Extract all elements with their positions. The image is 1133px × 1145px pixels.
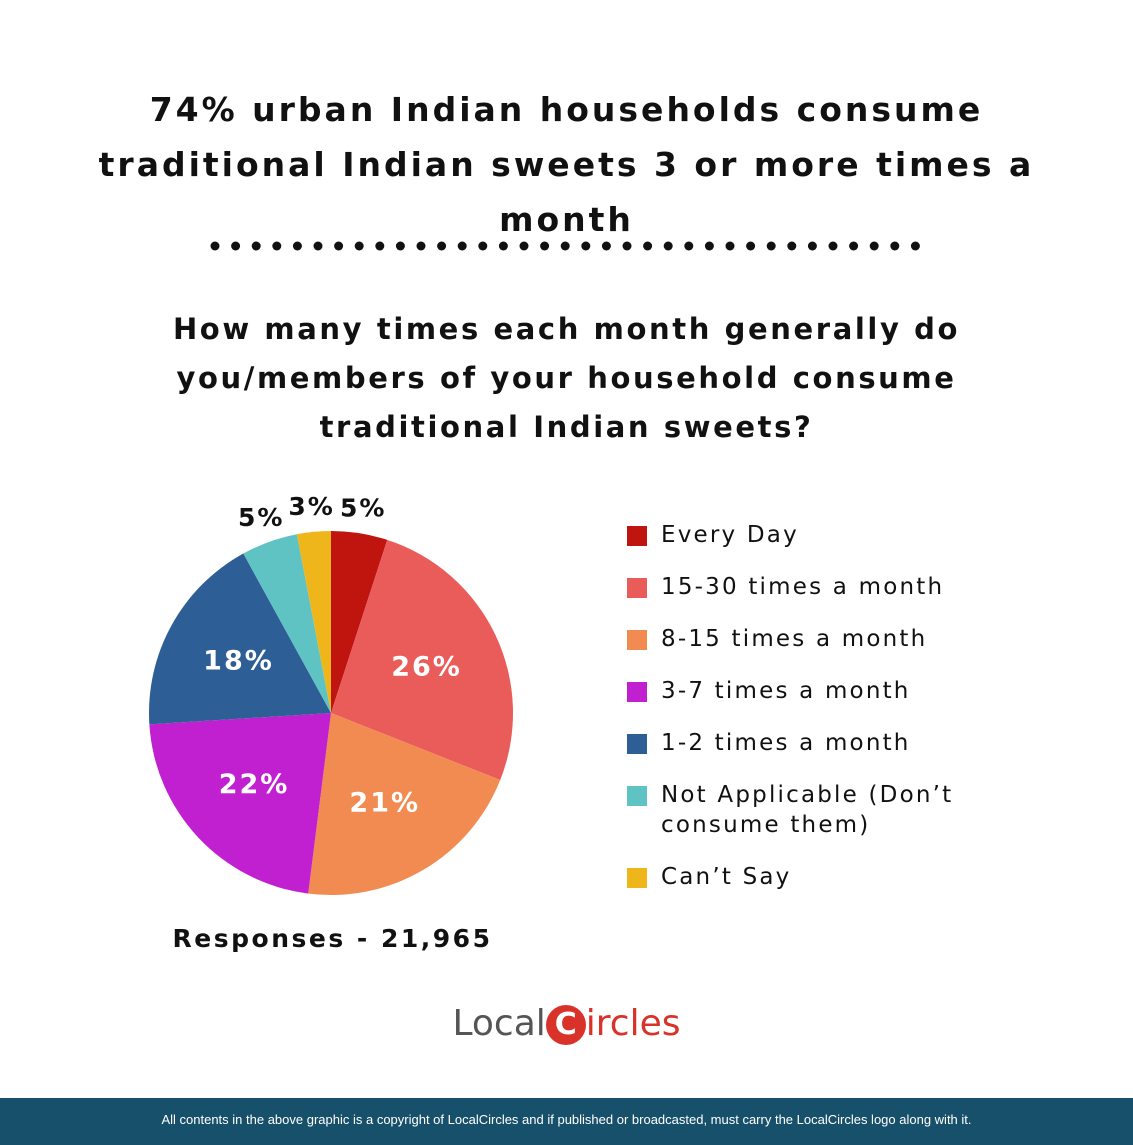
data-label: 21% [349, 787, 420, 818]
legend-swatch [627, 682, 647, 702]
divider-dot [684, 241, 694, 251]
divider-dot [498, 241, 508, 251]
divider-dot [437, 241, 447, 251]
pie-slice [243, 534, 331, 713]
divider-dot [231, 241, 241, 251]
divider-dot [581, 241, 591, 251]
divider-dot [622, 241, 632, 251]
divider-dot [272, 241, 282, 251]
data-label: 5% [340, 494, 386, 523]
legend: Every Day 15-30 times a month 8-15 times a… [627, 520, 1007, 914]
legend-item: 3-7 times a month [627, 676, 1007, 706]
pie-slice [331, 531, 388, 713]
title: 74% urban Indian households consume trad… [98, 90, 1035, 239]
divider-dot [869, 241, 879, 251]
pie-slice [331, 539, 514, 780]
legend-item: 1-2 times a month [627, 728, 1007, 758]
subtitle: How many times each month generally do y… [172, 312, 961, 444]
pie-chart: 5% 26% 21% 22% 18% 5% 3% [149, 492, 514, 895]
legend-item: Every Day [627, 520, 1007, 550]
divider-dot [416, 241, 426, 251]
legend-swatch [627, 578, 647, 598]
footer: All contents in the above graphic is a c… [0, 1098, 1133, 1145]
divider-dot [354, 241, 364, 251]
divider-dot [787, 241, 797, 251]
responses-note: Responses - 21,965 [172, 924, 493, 953]
legend-swatch [627, 786, 647, 806]
divider-dot [704, 241, 714, 251]
logo-text: ircles [585, 1003, 681, 1044]
legend-item: 15-30 times a month [627, 572, 1007, 602]
divider-dot [210, 241, 220, 251]
divider-dot [890, 241, 900, 251]
divider-dot [292, 241, 302, 251]
legend-item: Not Applicable (Don’t consume them) [627, 780, 1007, 840]
logo-text: Local [452, 1003, 546, 1044]
divider-dot [375, 241, 385, 251]
divider-dot [663, 241, 673, 251]
divider-dot [560, 241, 570, 251]
divider-dot [519, 241, 529, 251]
divider-dot [828, 241, 838, 251]
legend-label: 3-7 times a month [661, 678, 911, 704]
legend-label: Every Day [661, 522, 799, 548]
divider-dot [746, 241, 756, 251]
legend-swatch [627, 630, 647, 650]
divider-dot [251, 241, 261, 251]
data-label: 22% [219, 769, 290, 800]
legend-swatch [627, 526, 647, 546]
data-label: 18% [203, 646, 274, 677]
legend-label: 1-2 times a month [661, 730, 911, 756]
divider-dot [478, 241, 488, 251]
legend-item: Can’t Say [627, 862, 1007, 892]
divider-dot [643, 241, 653, 251]
divider-dot [540, 241, 550, 251]
divider-dot [457, 241, 467, 251]
divider-dot [725, 241, 735, 251]
divider-dot [849, 241, 859, 251]
divider [210, 241, 920, 251]
logo-icon: C [545, 1005, 586, 1045]
legend-label: Can’t Say [661, 864, 792, 890]
divider-dot [766, 241, 776, 251]
divider-dot [807, 241, 817, 251]
divider-dot [395, 241, 405, 251]
legend-swatch [627, 868, 647, 888]
legend-label: 15-30 times a month [661, 574, 945, 600]
divider-dot [313, 241, 323, 251]
legend-item: 8-15 times a month [627, 624, 1007, 654]
divider-dot [910, 241, 920, 251]
data-label: 26% [391, 652, 462, 683]
divider-dot [601, 241, 611, 251]
legend-label: 8-15 times a month [661, 626, 928, 652]
data-label: 3% [288, 492, 334, 521]
divider-dot [334, 241, 344, 251]
legend-label: Not Applicable (Don’t consume them) [661, 782, 954, 838]
pie-slice [308, 713, 501, 895]
pie-slice [149, 553, 331, 725]
data-label: 5% [238, 503, 284, 532]
pie-slice [149, 713, 331, 894]
legend-swatch [627, 734, 647, 754]
pie-slice [296, 531, 331, 713]
